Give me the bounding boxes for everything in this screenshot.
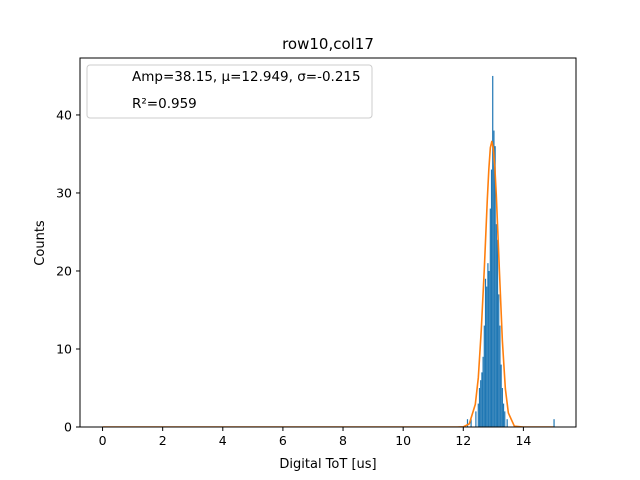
histogram-bar	[489, 208, 491, 427]
histogram-bar	[501, 387, 503, 427]
legend-entry-fit-params: Amp=38.15, μ=12.949, σ=-0.215	[132, 69, 361, 85]
histogram-bar	[499, 325, 501, 427]
histogram-bar	[482, 356, 484, 427]
x-axis-label: Digital ToT [us]	[279, 457, 376, 472]
histogram-bar	[506, 419, 508, 427]
x-tick-label: 6	[279, 433, 287, 448]
histogram-bar	[492, 75, 494, 427]
y-tick-label: 20	[56, 263, 72, 278]
histogram-bar	[478, 387, 481, 427]
histogram-bar	[483, 325, 485, 427]
x-tick-label: 12	[455, 433, 471, 448]
histogram-bar	[484, 278, 487, 427]
y-axis-label: Counts	[33, 220, 48, 266]
histogram-bar	[486, 286, 488, 427]
y-tick-label: 40	[56, 107, 72, 122]
x-tick-label: 10	[395, 433, 411, 448]
histogram-bar	[488, 270, 490, 427]
y-tick-label: 0	[64, 420, 72, 435]
gaussian-fit	[102, 140, 554, 427]
legend: Amp=38.15, μ=12.949, σ=-0.215 R²=0.959	[86, 64, 373, 119]
histogram-bar	[494, 146, 496, 427]
histogram-bar	[553, 419, 555, 427]
histogram-bar	[481, 372, 483, 427]
histogram-bar	[466, 419, 469, 427]
histogram-bar	[477, 403, 479, 427]
histogram-bar	[470, 419, 472, 427]
x-tick-label: 0	[99, 433, 107, 448]
histogram-bar	[490, 169, 493, 427]
y-tick-label: 30	[56, 185, 72, 200]
chart-title: row10,col17	[282, 35, 374, 53]
legend-box	[86, 64, 373, 119]
histogram-bar	[487, 263, 489, 427]
x-tick-label: 2	[159, 433, 167, 448]
histogram-bar	[500, 364, 502, 427]
histogram-bar	[504, 411, 506, 427]
histogram-bars	[466, 75, 555, 427]
histogram-bar	[496, 239, 499, 427]
histogram-bar	[475, 411, 477, 427]
y-tick-label: 10	[56, 341, 72, 356]
x-tick-label: 4	[219, 433, 227, 448]
x-tick-label: 14	[515, 433, 531, 448]
histogram-bar	[493, 130, 495, 427]
histogram-bar	[480, 380, 482, 427]
histogram-bar	[495, 224, 497, 427]
legend-entry-r-squared: R²=0.959	[132, 96, 197, 112]
x-tick-label: 8	[339, 433, 347, 448]
plot-frame	[79, 57, 577, 428]
y-axis-ticks: 0 10 20 30 40	[56, 107, 80, 435]
histogram-bar	[502, 403, 505, 427]
x-axis-ticks: 0 2 4 6 8 10 12 14	[99, 427, 531, 448]
fit-line	[102, 140, 554, 427]
histogram-bar	[498, 294, 500, 427]
